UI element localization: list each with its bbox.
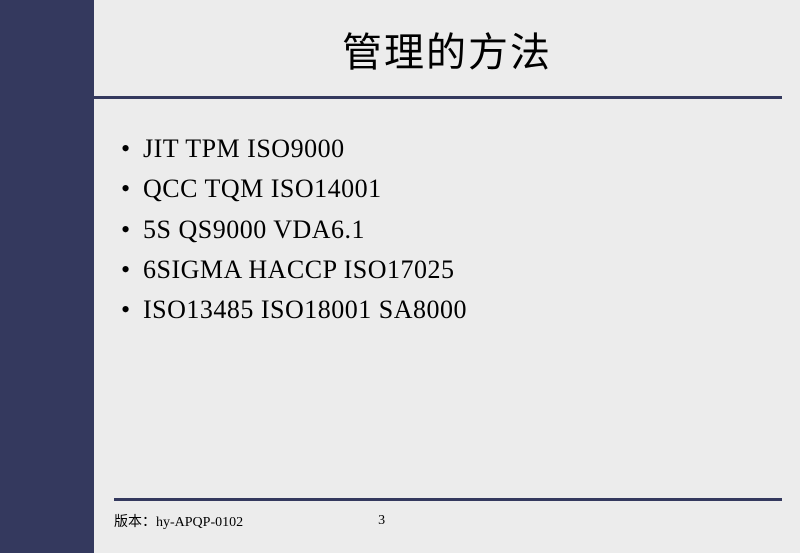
footer: 版本：hy-APQP-0102 3 bbox=[114, 498, 782, 531]
list-item: 6SIGMA HACCP ISO17025 bbox=[119, 250, 800, 290]
footer-divider bbox=[114, 498, 782, 501]
content-area: 管理的方法 JIT TPM ISO9000 QCC TQM ISO14001 5… bbox=[94, 0, 800, 553]
slide-title: 管理的方法 bbox=[94, 20, 800, 78]
title-section: 管理的方法 bbox=[94, 0, 800, 96]
version-label: 版本：hy-APQP-0102 bbox=[114, 511, 243, 531]
footer-content: 版本：hy-APQP-0102 3 bbox=[114, 511, 782, 531]
slide-container: 管理的方法 JIT TPM ISO9000 QCC TQM ISO14001 5… bbox=[0, 0, 800, 553]
page-number: 3 bbox=[378, 513, 385, 529]
list-item: 5S QS9000 VDA6.1 bbox=[119, 210, 800, 250]
list-item: QCC TQM ISO14001 bbox=[119, 169, 800, 209]
list-item: ISO13485 ISO18001 SA8000 bbox=[119, 290, 800, 330]
bullet-list: JIT TPM ISO9000 QCC TQM ISO14001 5S QS90… bbox=[94, 99, 800, 330]
list-item: JIT TPM ISO9000 bbox=[119, 129, 800, 169]
sidebar-accent bbox=[0, 0, 94, 553]
